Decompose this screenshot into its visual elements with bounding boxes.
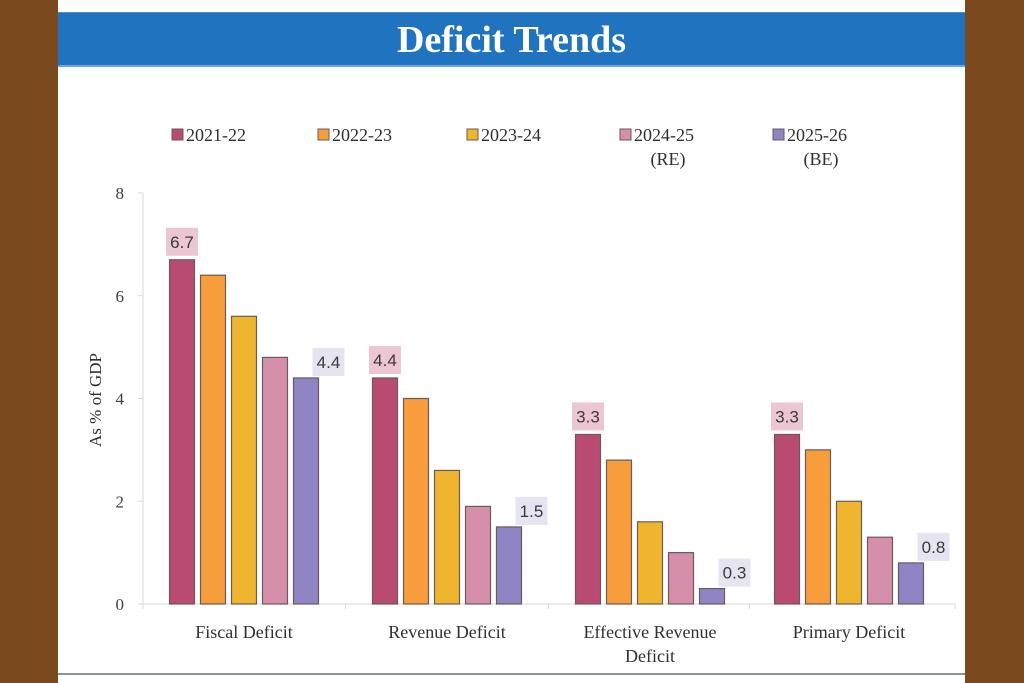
data-label: 1.5 xyxy=(520,502,544,521)
data-label-bg xyxy=(718,558,751,587)
bar-2024-25-re--effective-revenue-deficit xyxy=(667,552,695,605)
legend-swatch xyxy=(171,128,184,141)
bar-2021-22-fiscal-deficit xyxy=(168,259,196,605)
x-category-label: Fiscal Deficit xyxy=(195,622,292,642)
bar-2024-25-re--revenue-deficit xyxy=(464,505,492,605)
y-tick-label: 6 xyxy=(116,287,125,306)
bottom-divider xyxy=(58,673,965,675)
title-band: Deficit Trends xyxy=(58,12,965,67)
bar-2021-22-revenue-deficit xyxy=(371,377,399,605)
data-label: 0.3 xyxy=(723,564,747,583)
y-axis-label: As % of GDP xyxy=(86,353,105,447)
legend-label: 2025-26 xyxy=(787,125,847,145)
x-category-label: Primary Deficit xyxy=(793,622,905,642)
bar-2023-24-primary-deficit xyxy=(835,500,863,605)
y-tick-label: 2 xyxy=(116,492,125,511)
legend-label-suffix: (RE) xyxy=(651,149,686,170)
data-label-bg xyxy=(515,496,548,525)
bar-2023-24-effective-revenue-deficit xyxy=(636,521,664,605)
data-label-bg xyxy=(312,347,345,376)
bar-2022-23-revenue-deficit xyxy=(402,397,430,605)
bar-2025-26-be--revenue-deficit xyxy=(495,526,523,605)
legend-label: 2022-23 xyxy=(332,125,392,145)
bar-2022-23-effective-revenue-deficit xyxy=(605,459,633,605)
y-tick-label: 8 xyxy=(116,184,125,203)
bar-2025-26-be--primary-deficit xyxy=(897,562,925,605)
bar-2022-23-primary-deficit xyxy=(804,449,832,605)
y-tick-label: 4 xyxy=(116,390,125,409)
data-label-bg xyxy=(369,345,401,374)
data-label-bg xyxy=(166,227,198,256)
legend-label: 2021-22 xyxy=(186,125,246,145)
bar-2021-22-effective-revenue-deficit xyxy=(574,433,602,605)
bar-2024-25-re--primary-deficit xyxy=(866,536,894,605)
data-label: 3.3 xyxy=(576,407,600,426)
x-category-label: Deficit xyxy=(625,646,675,666)
data-label: 4.4 xyxy=(317,353,341,372)
data-label: 3.3 xyxy=(775,407,799,426)
bar-2021-22-primary-deficit xyxy=(773,433,801,605)
data-label-bg xyxy=(917,532,950,561)
legend-swatch xyxy=(619,128,632,141)
data-label-bg xyxy=(572,402,604,431)
bar-2023-24-revenue-deficit xyxy=(433,469,461,605)
bar-2025-26-be--effective-revenue-deficit xyxy=(698,587,726,605)
chart-title: Deficit Trends xyxy=(396,19,627,61)
bar-2024-25-re--fiscal-deficit xyxy=(261,356,289,605)
legend-swatch xyxy=(772,128,785,141)
legend-swatch xyxy=(317,128,330,141)
x-category-label: Revenue Deficit xyxy=(388,622,505,642)
x-category-label: Effective Revenue xyxy=(583,622,716,642)
legend-label: 2024-25 xyxy=(634,125,694,145)
data-label: 4.4 xyxy=(373,351,397,370)
data-label-bg xyxy=(771,402,803,431)
legend-label: 2023-24 xyxy=(481,125,541,145)
data-label: 6.7 xyxy=(170,233,194,252)
bar-2023-24-fiscal-deficit xyxy=(230,315,258,605)
legend-label-suffix: (BE) xyxy=(804,149,839,170)
bar-2025-26-be--fiscal-deficit xyxy=(292,377,320,605)
data-label: 0.8 xyxy=(922,538,946,557)
legend-swatch xyxy=(466,128,479,141)
bar-2022-23-fiscal-deficit xyxy=(199,274,227,605)
y-tick-label: 0 xyxy=(116,595,125,614)
